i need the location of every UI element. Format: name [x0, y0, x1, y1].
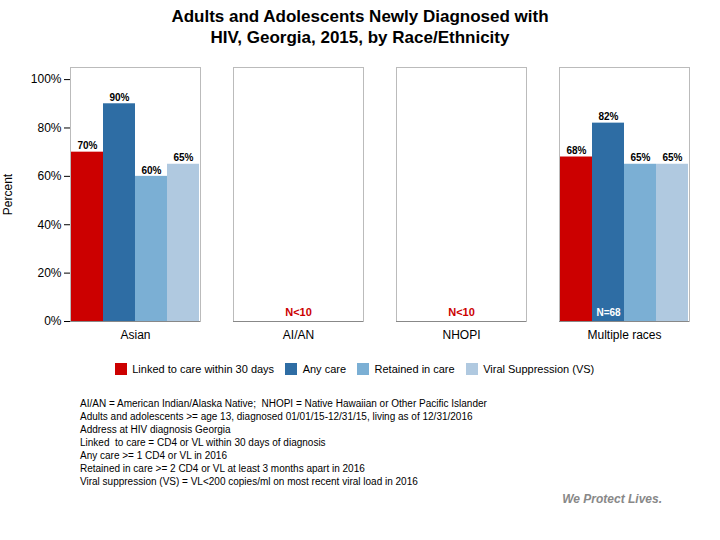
svg-text:70%: 70%	[77, 140, 97, 151]
svg-text:20%: 20%	[37, 265, 61, 279]
svg-text:68%: 68%	[566, 145, 586, 156]
html-text:Linked to care within 30 days: Linked to care within 30 days	[132, 363, 275, 375]
html-text:Retained in care >= 2 CD4 or V: Retained in care >= 2 CD4 or VL at least…	[80, 463, 365, 474]
html-text:Adults and Adolescents Newly D: Adults and Adolescents Newly Diagnosed w…	[171, 7, 549, 48]
html-text:Any care: Any care	[302, 363, 346, 375]
svg-text:65%: 65%	[173, 152, 193, 163]
svg-text:Multiple races: Multiple races	[587, 328, 661, 342]
svg-text:N=68: N=68	[596, 306, 621, 317]
svg-text:0%: 0%	[44, 314, 62, 328]
svg-text:60%: 60%	[37, 169, 61, 183]
html-text:We Protect Lives.: We Protect Lives.	[562, 492, 662, 506]
svg-text:N<10: N<10	[448, 306, 475, 318]
svg-text:65%: 65%	[662, 152, 682, 163]
svg-text:Asian: Asian	[120, 328, 150, 342]
html-text:Address at HIV diagnosis Georg: Address at HIV diagnosis Georgia	[80, 424, 231, 435]
svg-text:AI/AN: AI/AN	[283, 328, 314, 342]
html-text:AI/AN = American Indian/Alaska: AI/AN = American Indian/Alaska Native; N…	[80, 398, 487, 409]
svg-text:40%: 40%	[37, 217, 61, 231]
svg-text:60%: 60%	[141, 164, 161, 175]
svg-text:90%: 90%	[109, 91, 129, 102]
svg-text:82%: 82%	[598, 111, 618, 122]
html-text:Viral Suppression (VS): Viral Suppression (VS)	[483, 363, 595, 375]
svg-text:100%: 100%	[31, 72, 62, 86]
html-text:Retained in care: Retained in care	[374, 363, 455, 375]
svg-text:N<10: N<10	[285, 306, 312, 318]
svg-text:80%: 80%	[37, 120, 61, 134]
svg-text:Percent: Percent	[1, 173, 15, 215]
html-text:Viral suppression (VS) = VL<20: Viral suppression (VS) = VL<200 copies/m…	[80, 476, 418, 487]
html-text:Adults and adolescents >= age: Adults and adolescents >= age 13, diagno…	[80, 411, 473, 422]
svg-text:65%: 65%	[630, 152, 650, 163]
html-text:Linked to care = CD4 or VL wit: Linked to care = CD4 or VL within 30 day…	[80, 437, 326, 448]
svg-text:NHOPI: NHOPI	[442, 328, 480, 342]
html-text:Any care >= 1 CD4 or VL in 201: Any care >= 1 CD4 or VL in 2016	[80, 450, 227, 461]
